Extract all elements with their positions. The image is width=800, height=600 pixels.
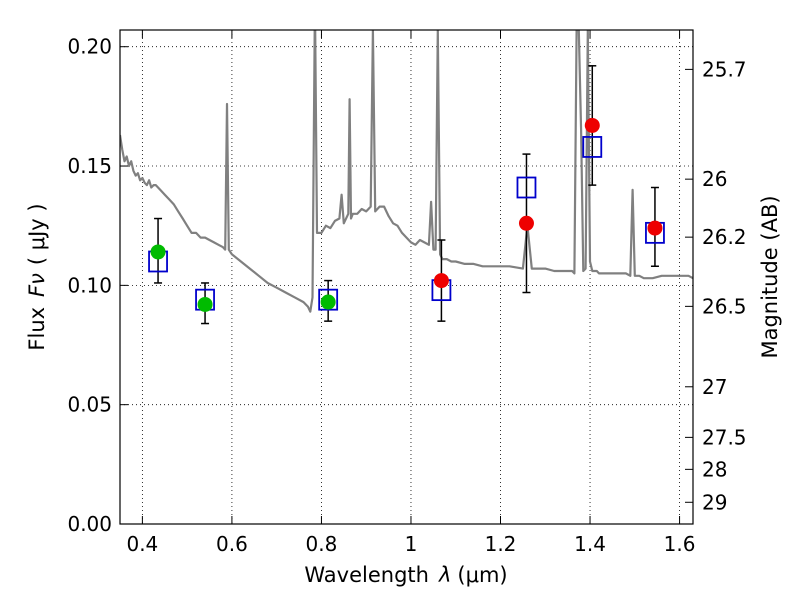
x-axis-ticks: 0.4 0.6 0.8 1 1.2 1.4 1.6: [126, 30, 695, 556]
magnitude-tick-label: 27.5: [702, 425, 747, 449]
x-tick-label: 1.6: [664, 532, 696, 556]
green-point: [150, 244, 166, 260]
magnitude-axis-ticks: 25.7 26 26.2 26.5 27 27.5 28 29: [685, 57, 747, 514]
red-point: [584, 117, 600, 133]
y-axis-ticks: 0.00 0.05 0.10 0.15 0.20: [67, 35, 128, 536]
red-point: [433, 273, 449, 289]
y-tick-label: 0.00: [67, 512, 112, 536]
x-tick-label: 1: [405, 532, 418, 556]
y-tick-label: 0.10: [67, 273, 112, 297]
magnitude-tick-label: 25.7: [702, 57, 747, 81]
y-tick-label: 0.15: [67, 154, 112, 178]
magnitude-tick-label: 28: [702, 457, 727, 481]
green-point: [320, 294, 336, 310]
spectrum-layer: [120, 30, 693, 313]
blue-square-marker: [582, 136, 603, 158]
x-tick-label: 1.2: [485, 532, 517, 556]
magnitude-tick-label: 26.2: [702, 225, 747, 249]
blue-square-marker: [318, 288, 339, 311]
red-point: [518, 215, 534, 231]
grid: [120, 30, 693, 525]
plot-frame: [119, 29, 694, 525]
green-point: [197, 296, 213, 312]
magnitude-tick-label: 29: [702, 490, 727, 514]
y-tick-label: 0.20: [67, 35, 112, 59]
magnitude-tick-label: 27: [702, 375, 727, 399]
magnitude-axis-label: Magnitude (AB): [758, 195, 782, 358]
y-tick-label: 0.05: [67, 393, 112, 417]
x-axis-label: Wavelength λ (μm): [304, 563, 507, 587]
magnitude-tick-label: 26.5: [702, 294, 747, 318]
x-tick-label: 0.6: [216, 532, 248, 556]
errorbar-layer: [154, 65, 659, 325]
x-tick-label: 0.8: [306, 532, 338, 556]
x-tick-label: 0.4: [126, 532, 158, 556]
x-tick-label: 1.4: [574, 532, 606, 556]
spectrum-line: [120, 30, 693, 313]
blue-square-marker: [516, 176, 537, 199]
magnitude-tick-label: 26: [702, 167, 727, 191]
red-point: [647, 220, 663, 236]
marker-layer: [148, 117, 665, 312]
y-axis-label: FluxFν( μJy ): [25, 203, 49, 350]
